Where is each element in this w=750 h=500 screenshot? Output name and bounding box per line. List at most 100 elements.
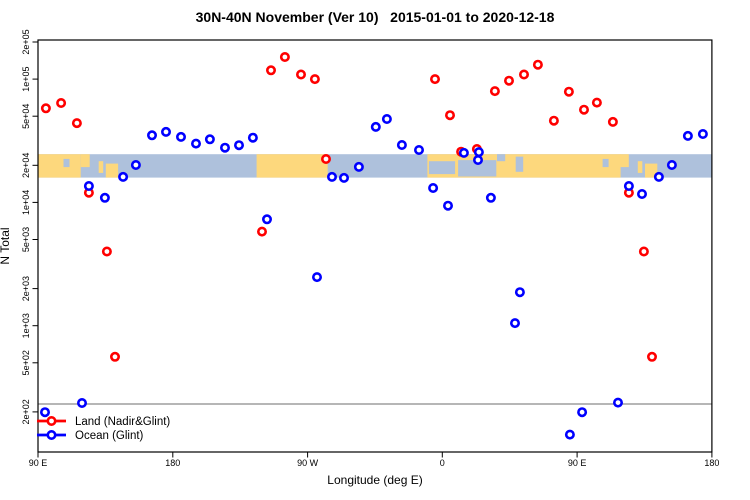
x-tick-label: 180 (704, 458, 719, 468)
data-point-ocean (83, 181, 94, 192)
data-point-ocean (338, 172, 349, 183)
data-point-ocean (472, 155, 483, 166)
data-point-land (320, 154, 331, 165)
data-point-ocean (39, 407, 50, 418)
x-axis-title: Longitude (deg E) (327, 473, 422, 487)
data-point-land (265, 65, 276, 76)
data-point-land (256, 226, 267, 237)
data-point-land (101, 246, 112, 257)
y-tick-label: 2e+02 (21, 399, 31, 424)
legend-land-circle-marker (46, 415, 57, 426)
x-tick-label: 90 E (568, 458, 587, 468)
y-tick-label: 1e+03 (21, 313, 31, 338)
data-point-ocean (509, 318, 520, 329)
y-tick-label: 2e+05 (21, 29, 31, 54)
data-point-ocean (311, 272, 322, 283)
data-point-land (110, 351, 121, 362)
data-point-land (638, 246, 649, 257)
data-point-land (429, 74, 440, 85)
legend-item-ocean: Ocean (Glint) (37, 429, 144, 442)
data-point-ocean (612, 397, 623, 408)
data-point-ocean (234, 140, 245, 151)
data-point-ocean (514, 287, 525, 298)
data-point-ocean (623, 181, 634, 192)
y-axis-ticks: 2e+05 1e+05 5e+04 2e+04 1e+04 5e+03 2e+03 1e+03… (21, 29, 38, 425)
y-tick-label: 2e+03 (21, 276, 31, 301)
y-tick-label: 2e+04 (21, 153, 31, 178)
data-point-land (548, 115, 559, 126)
data-point-ocean (458, 147, 469, 158)
data-point-land (646, 351, 657, 362)
map-water-patch (63, 158, 70, 168)
map-water-patch (428, 161, 456, 175)
map-water-patch (515, 156, 524, 172)
data-point-ocean (247, 132, 258, 143)
legend: Land (Nadir&Glint) Ocean (Glint) (37, 415, 170, 442)
data-point-land (56, 98, 67, 109)
data-point-ocean (577, 407, 588, 418)
data-point-ocean (130, 160, 141, 171)
y-tick-label: 5e+03 (21, 227, 31, 252)
data-point-land (295, 69, 306, 80)
map-land-segment (80, 154, 90, 168)
data-point-land (578, 104, 589, 115)
map-land-segment (637, 161, 643, 173)
map-land-segment (619, 154, 629, 168)
data-point-ocean (428, 183, 439, 194)
data-point-ocean (636, 189, 647, 200)
data-point-ocean (442, 200, 453, 211)
map-land-segment (256, 154, 328, 178)
data-points-layer (39, 51, 708, 440)
data-point-ocean (413, 145, 424, 156)
data-point-land (518, 69, 529, 80)
chart-title: 30N-40N November (Ver 10) 2015-01-01 to … (196, 9, 555, 25)
y-tick-label: 5e+02 (21, 350, 31, 375)
land-ocean-map-band (38, 154, 712, 178)
data-point-ocean (381, 114, 392, 125)
map-water-patch (458, 160, 497, 177)
data-point-ocean (473, 147, 484, 158)
data-point-ocean (682, 130, 693, 141)
data-point-land (489, 86, 500, 97)
data-point-land (532, 59, 543, 70)
data-point-ocean (653, 171, 664, 182)
data-point-land (71, 118, 82, 129)
y-tick-label: 5e+04 (21, 104, 31, 129)
data-point-ocean (204, 134, 215, 145)
data-point-land (503, 75, 514, 86)
x-tick-label: 90 E (29, 458, 48, 468)
data-point-ocean (118, 171, 129, 182)
legend-ocean-circle-marker (46, 429, 57, 440)
y-tick-label: 1e+05 (21, 66, 31, 91)
data-point-land (444, 110, 455, 121)
data-point-ocean (261, 214, 272, 225)
data-point-ocean (161, 126, 172, 137)
data-point-ocean (99, 192, 110, 203)
data-point-ocean (220, 142, 231, 153)
y-axis-title: N Total (0, 227, 12, 264)
data-point-land (279, 51, 290, 62)
map-land-segment (427, 154, 621, 178)
data-point-ocean (353, 161, 364, 172)
data-point-ocean (77, 397, 88, 408)
map-land-segment (98, 161, 104, 173)
map-land-segment (645, 163, 658, 178)
y-tick-label: 1e+04 (21, 190, 31, 215)
data-point-ocean (485, 192, 496, 203)
data-point-ocean (697, 129, 708, 140)
data-point-ocean (370, 121, 381, 132)
map-land-segment (105, 163, 119, 178)
series-ocean (39, 114, 708, 440)
data-point-ocean (396, 140, 407, 151)
x-tick-label: 180 (165, 458, 180, 468)
plot-frame (37, 39, 713, 453)
legend-land-label: Land (Nadir&Glint) (75, 416, 170, 428)
data-point-ocean (666, 160, 677, 171)
data-point-land (309, 74, 320, 85)
data-point-ocean (176, 131, 187, 142)
data-point-land (563, 86, 574, 97)
data-point-ocean (191, 138, 202, 149)
legend-ocean-label: Ocean (Glint) (75, 430, 144, 442)
